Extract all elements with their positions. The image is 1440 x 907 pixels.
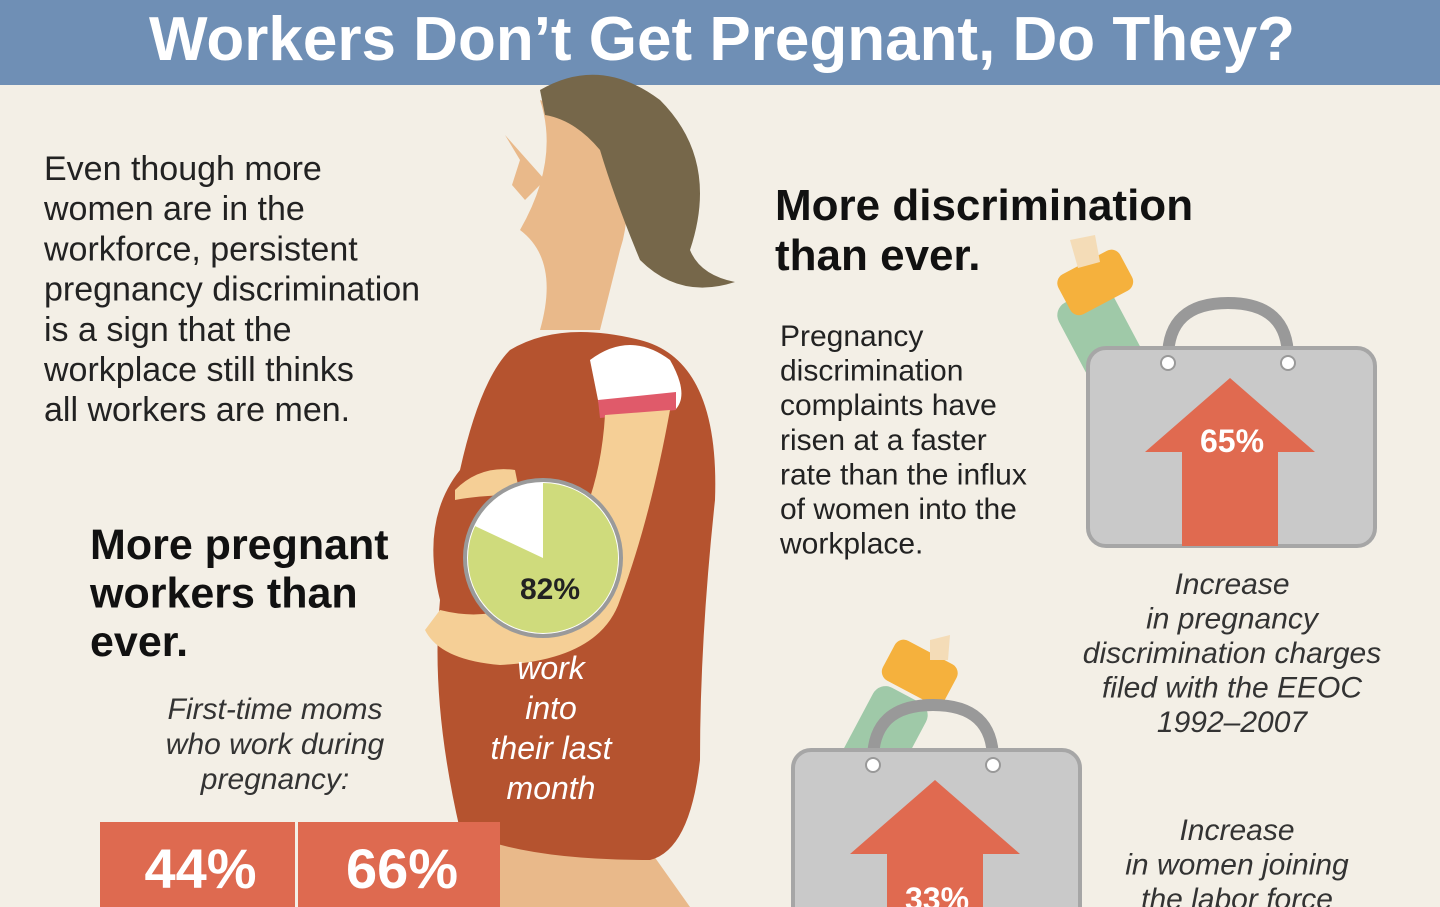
body-line: rate than the influx (780, 458, 1027, 491)
pie-chart: 82% work into their last month (463, 478, 623, 806)
caption-line: in pregnancy (1146, 603, 1320, 636)
stat-value: 66% (346, 837, 458, 900)
pie-caption: work (517, 650, 587, 686)
bag-handle (867, 698, 999, 761)
bag-handle (1162, 296, 1294, 359)
title: Workers Don’t Get Pregnant, Do They? (149, 5, 1295, 74)
increase-arrow (1145, 378, 1315, 546)
intro-line: Even though more (44, 150, 322, 188)
pie-wedge (468, 483, 618, 633)
bag-rivet (1280, 355, 1296, 371)
stat-value: 44% (144, 837, 256, 900)
body-line: discrimination (780, 355, 963, 388)
intro-line: workforce, persistent (43, 230, 358, 268)
pie-caption: their last (491, 730, 613, 766)
pie-caption: into (525, 690, 577, 726)
section-heading: than ever. (775, 231, 980, 280)
pie-caption: month (507, 770, 596, 806)
caption-line: in women joining (1125, 849, 1349, 882)
caption-line: filed with the EEOC (1102, 672, 1362, 705)
pie-label: 82% (520, 573, 580, 606)
bag-rivet (1160, 355, 1176, 371)
caption-line: pregnancy: (200, 763, 349, 796)
bag-rivet (865, 757, 881, 773)
section-heading: More discrimination (775, 181, 1193, 230)
caption-line: Increase (1179, 814, 1294, 847)
header-bar (0, 0, 1440, 85)
bag-label: 65% (1200, 423, 1264, 459)
intro-line: is a sign that the (44, 311, 292, 349)
caption-line: 1992–2007 (1157, 706, 1308, 739)
body-line: of women into the (780, 493, 1017, 526)
intro-line: all workers are men. (44, 391, 350, 429)
section-heading: More pregnant (90, 521, 389, 569)
body-line: risen at a faster (780, 424, 987, 457)
stat-box (100, 822, 295, 907)
bag-label: 33% (905, 881, 969, 907)
caption-line: who work during (166, 728, 385, 761)
intro-line: pregnancy discrimination (44, 271, 420, 309)
section-heading: ever. (90, 618, 188, 666)
caption-line: First-time moms (168, 693, 383, 726)
body-line: workplace. (779, 528, 923, 561)
caption-line: Increase (1174, 568, 1289, 601)
intro-line: women are in the (43, 190, 305, 228)
body-line: complaints have (780, 389, 997, 422)
increase-arrow (850, 780, 1020, 907)
caption-line: the labor force (1141, 883, 1333, 907)
caption-line: discrimination charges (1083, 637, 1381, 670)
section-heading: workers than (89, 570, 358, 618)
bag-rivet (985, 757, 1001, 773)
intro-line: workplace still thinks (43, 351, 354, 389)
stat-box (298, 822, 500, 907)
body-line: Pregnancy (780, 320, 923, 353)
